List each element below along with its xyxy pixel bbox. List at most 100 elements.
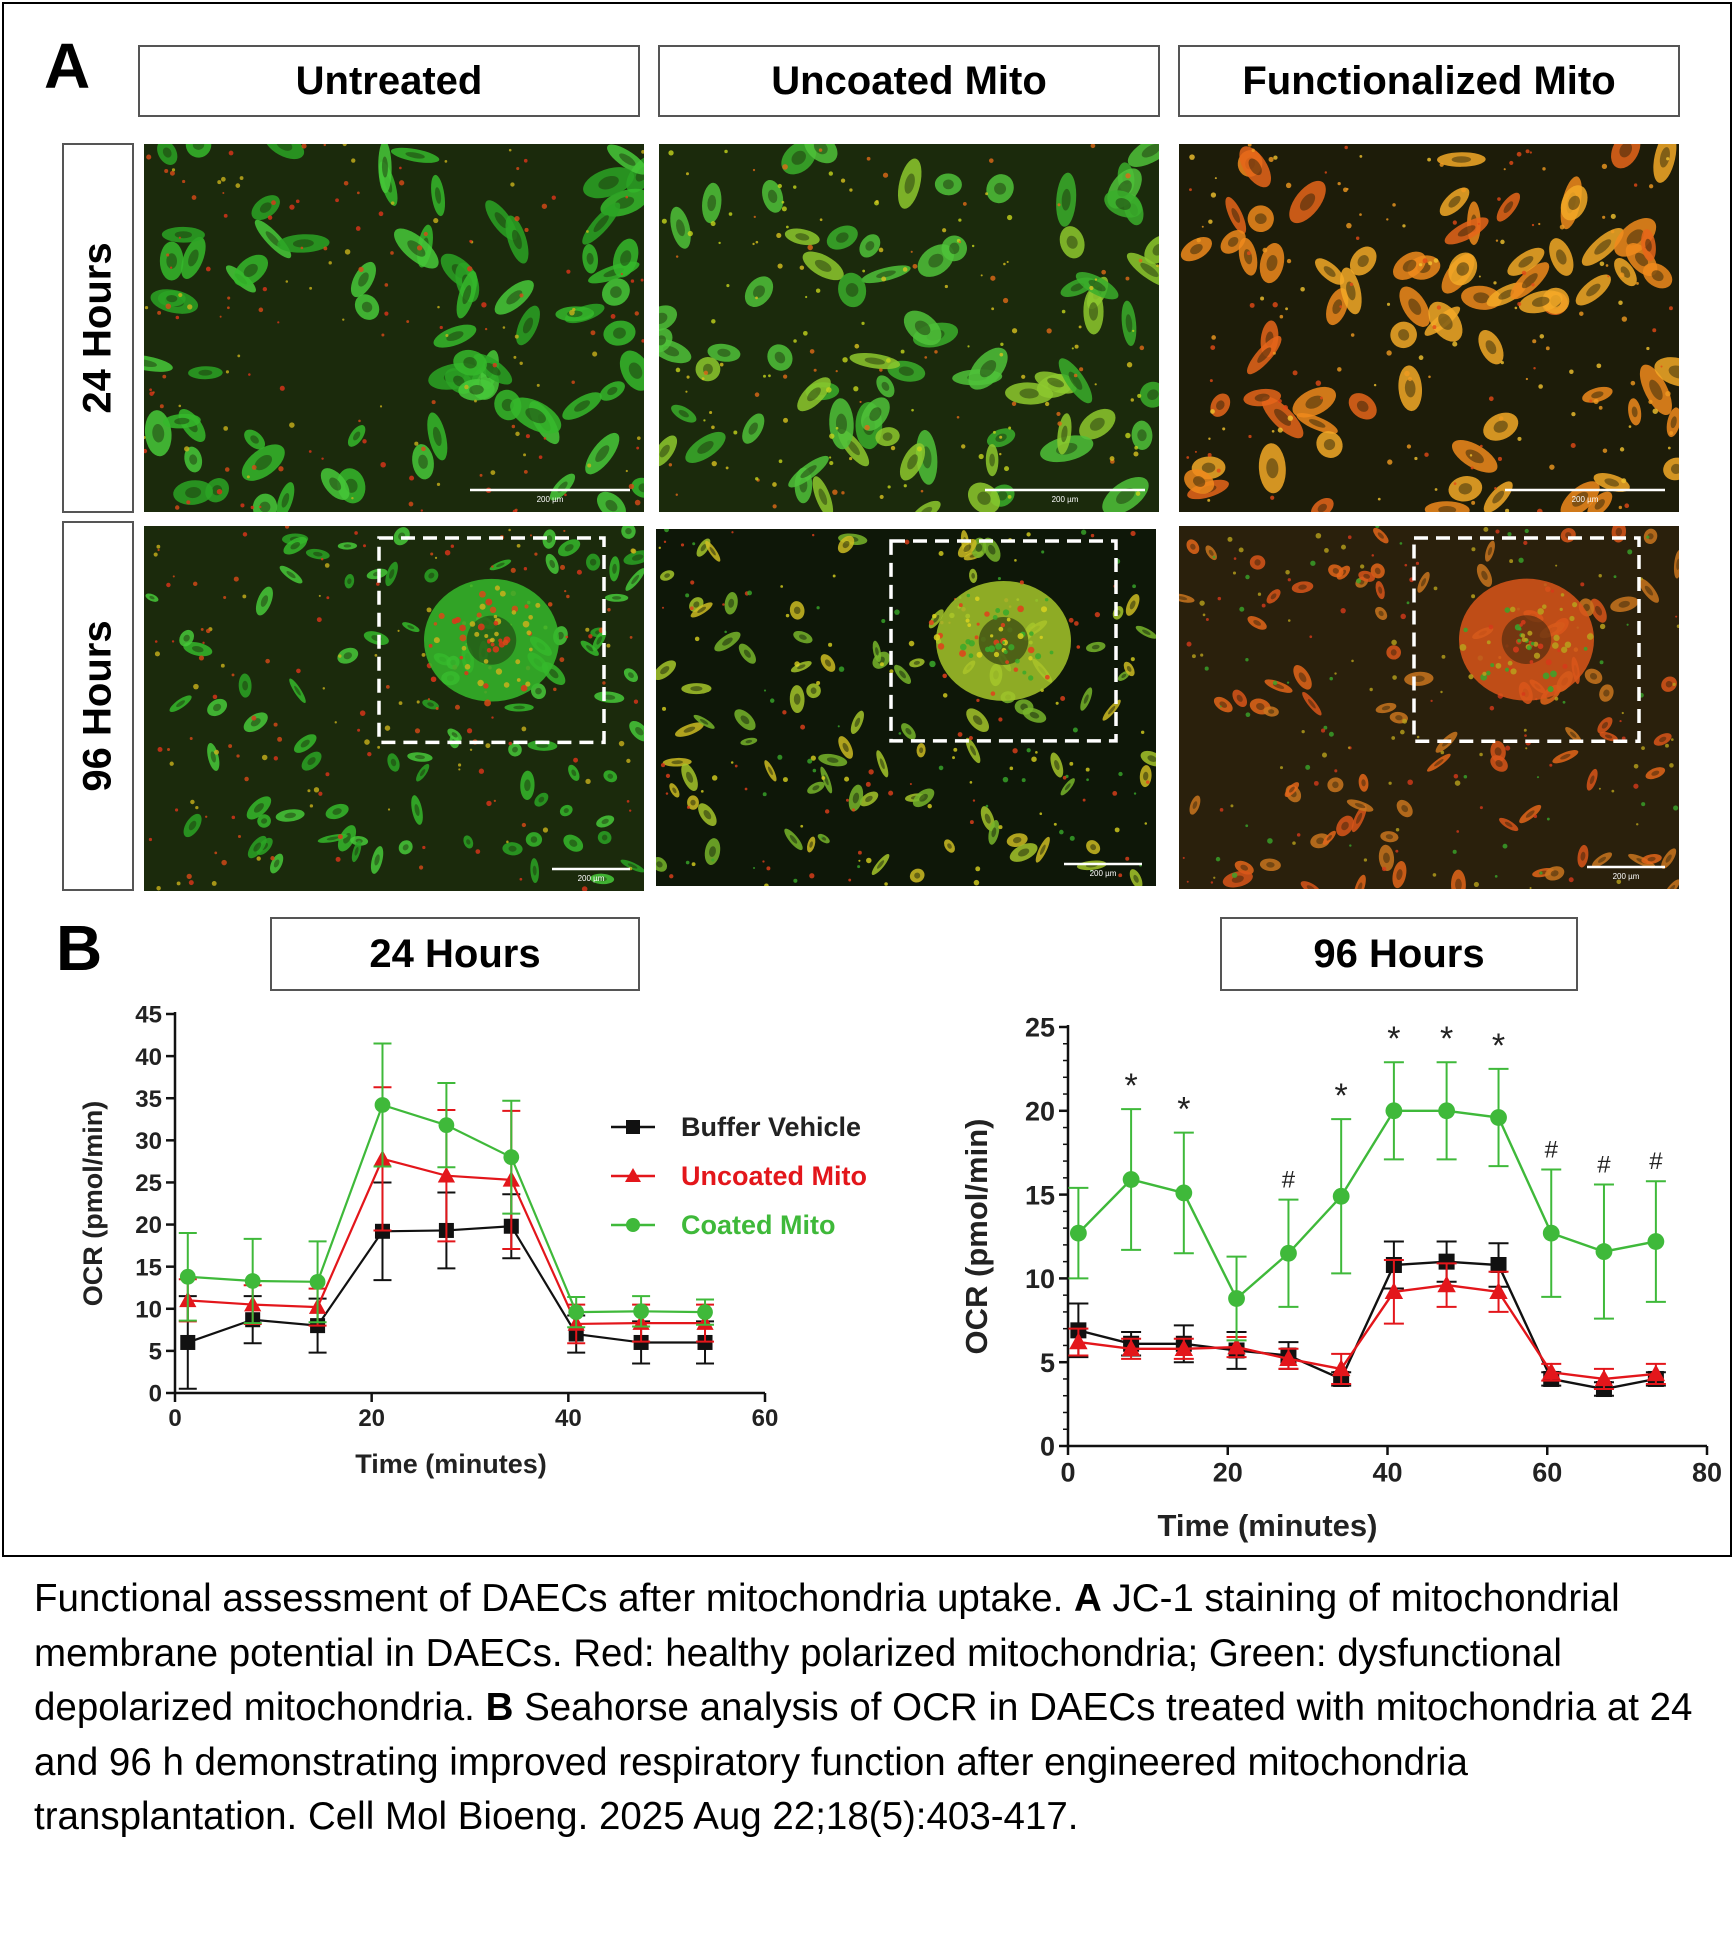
- data-point: [1542, 1362, 1561, 1380]
- micrograph-24h-untreated: 200 µm: [144, 144, 644, 512]
- significance-star: *: [1124, 1067, 1137, 1105]
- data-point: [1279, 1349, 1298, 1367]
- x-tick-label: 20: [1213, 1458, 1243, 1488]
- data-point: [568, 1304, 585, 1321]
- y-tick-label: 45: [135, 1002, 162, 1029]
- significance-hash: #: [1545, 1136, 1559, 1163]
- significance-star: *: [1177, 1091, 1190, 1129]
- chart-header-96-hours: 96 Hours: [1220, 917, 1578, 991]
- micrograph-24h-uncoated-mito: 200 µm: [659, 144, 1159, 512]
- x-tick-label: 40: [1372, 1458, 1402, 1488]
- series-line: [1077, 1109, 1657, 1301]
- x-tick-label: 20: [358, 1405, 385, 1432]
- data-point: [437, 1166, 456, 1183]
- y-tick-label: 35: [135, 1086, 162, 1113]
- chart-24-hours: 0 5 10 15 20 25 30 35 40 45 0 20 40 60 Time (minutes) O…: [78, 1002, 867, 1479]
- legend-item: Buffer Vehicle: [611, 1112, 861, 1142]
- data-point: [1647, 1233, 1665, 1250]
- data-point: [1384, 1282, 1404, 1300]
- row-header-96-hours: 96 Hours: [62, 521, 134, 891]
- row-header-96-hours-label: 96 Hours: [75, 620, 120, 792]
- significance-hash: #: [1597, 1152, 1611, 1179]
- caption-lead: Functional assessment of DAECs after mit…: [34, 1577, 1074, 1620]
- micrograph-96h-functionalized-mito: 200 µm: [1179, 526, 1679, 889]
- significance-star: *: [1335, 1077, 1348, 1115]
- column-header-functionalized-mito: Functionalized Mito: [1178, 45, 1680, 117]
- data-point: [1490, 1109, 1507, 1126]
- data-point: [1227, 1337, 1246, 1355]
- legend-marker: [626, 1218, 640, 1232]
- x-tick-label: 40: [555, 1405, 582, 1432]
- data-point: [244, 1273, 261, 1289]
- legend-item: Uncoated Mito: [611, 1161, 867, 1191]
- data-point: [1069, 1332, 1088, 1350]
- data-point: [697, 1304, 713, 1321]
- column-header-uncoated-mito: Uncoated Mito: [658, 45, 1160, 117]
- data-point: [1595, 1243, 1613, 1260]
- data-point: [309, 1273, 326, 1290]
- y-tick-label: 20: [135, 1212, 162, 1239]
- data-point: [374, 1097, 391, 1113]
- legend-marker: [626, 1120, 640, 1134]
- row-header-24-hours: 24 Hours: [62, 143, 134, 513]
- data-point: [180, 1334, 196, 1350]
- data-point: [1228, 1290, 1245, 1307]
- column-header-untreated: Untreated: [138, 45, 640, 117]
- row-header-24-hours-label: 24 Hours: [75, 242, 120, 414]
- y-tick-label: 10: [135, 1296, 162, 1323]
- legend-item: Coated Mito: [611, 1210, 836, 1240]
- data-point: [1594, 1369, 1614, 1387]
- x-tick-label: 80: [1692, 1458, 1722, 1488]
- series-line: [1078, 1283, 1656, 1381]
- series-coated-mito: [178, 1042, 715, 1329]
- y-tick-label: 15: [1025, 1180, 1055, 1210]
- y-tick-label: 0: [1040, 1432, 1055, 1462]
- panel-a-label: A: [44, 30, 91, 102]
- data-point: [1174, 1339, 1194, 1356]
- data-point: [1280, 1244, 1297, 1262]
- significance-hash: #: [1282, 1167, 1296, 1194]
- significance-star: *: [1492, 1027, 1505, 1065]
- series-coated-mito: [1068, 1061, 1666, 1342]
- data-point: [1646, 1364, 1666, 1382]
- data-point: [1438, 1253, 1455, 1270]
- data-point: [1438, 1102, 1456, 1120]
- series-uncoated-mito: [1068, 1258, 1666, 1391]
- micrograph-24h-functionalized-mito: 200 µm: [1179, 144, 1679, 512]
- data-point: [1069, 1224, 1087, 1242]
- y-tick-label: 5: [149, 1339, 162, 1366]
- data-point: [1332, 1187, 1350, 1205]
- data-point: [438, 1117, 455, 1134]
- micrograph-96h-untreated: 200 µm: [144, 526, 644, 891]
- data-point: [179, 1268, 196, 1285]
- significance-star: *: [1440, 1020, 1453, 1058]
- scale-bar-label: 200 µm: [1613, 872, 1640, 881]
- legend-marker: [625, 1168, 641, 1182]
- chart-96-hours: 0 5 10 15 20 25 0 20 40 60 80 Time (minutes) OCR (pm…: [959, 1013, 1722, 1543]
- scale-bar-label: 200 µm: [1090, 869, 1117, 878]
- caption-b-label: B: [485, 1686, 514, 1729]
- significance-star: *: [1387, 1020, 1400, 1058]
- x-axis-label: Time (minutes): [355, 1449, 547, 1479]
- y-tick-label: 25: [135, 1170, 162, 1197]
- y-axis-label: OCR (pmol/min): [78, 1101, 108, 1306]
- data-point: [1175, 1184, 1193, 1202]
- legend-label: Buffer Vehicle: [681, 1112, 861, 1142]
- data-point: [633, 1303, 649, 1320]
- micrograph-96h-uncoated-mito: 200 µm: [656, 529, 1156, 886]
- y-tick-label: 40: [135, 1044, 162, 1071]
- scale-bar-label: 200 µm: [578, 874, 605, 883]
- scale-bar-label: 200 µm: [1572, 495, 1599, 504]
- series-line: [1078, 1260, 1657, 1391]
- data-point: [1489, 1282, 1508, 1300]
- data-point: [1122, 1171, 1140, 1188]
- data-point: [1121, 1339, 1141, 1356]
- caption-b-text: Seahorse analysis of OCR in DAECs treate…: [34, 1686, 1693, 1838]
- caption-a-label: A: [1074, 1577, 1102, 1620]
- chart-header-24-hours: 24 Hours: [270, 917, 640, 991]
- x-tick-label: 0: [168, 1405, 181, 1432]
- scale-bar-label: 200 µm: [537, 495, 564, 504]
- data-point: [1385, 1102, 1403, 1120]
- y-tick-label: 15: [135, 1254, 162, 1281]
- y-axis-label: OCR (pmol/min): [959, 1119, 994, 1355]
